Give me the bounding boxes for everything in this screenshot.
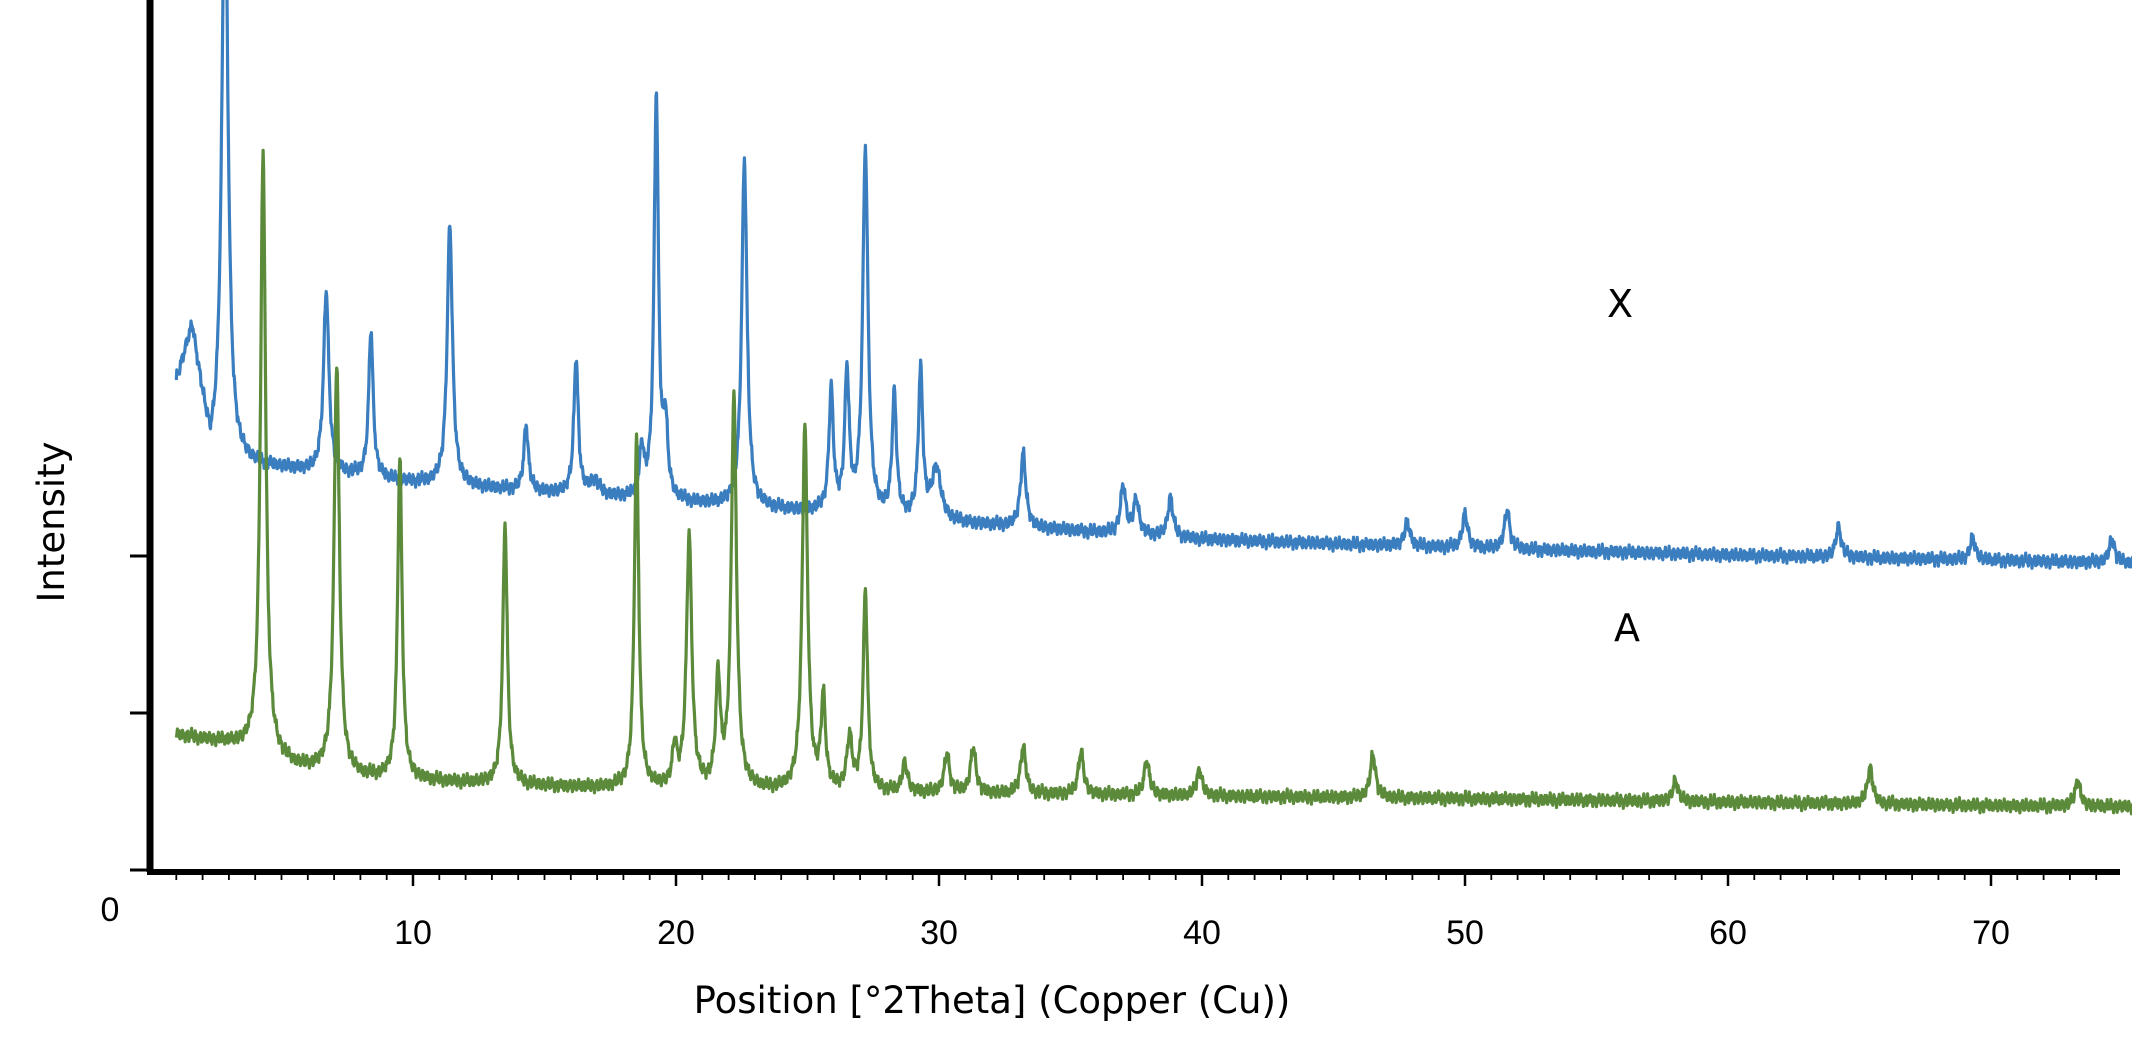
x-tick-label: 20 [657,914,695,952]
x-tick-label: 40 [1183,914,1221,952]
x-tick-label: 60 [1709,914,1747,952]
series-label-x: X [1607,282,1633,326]
y-axis-title: Intensity [30,441,73,602]
series-line-a [174,148,2132,816]
x-axis-title: Position [°2Theta] (Copper (Cu)) [694,979,1291,1022]
x-tick-label: 50 [1446,914,1484,952]
series-line-x [174,0,2132,570]
x-tick-label: 0 [101,891,120,929]
series-layer [174,0,2132,816]
axes [130,0,2120,875]
x-tick-label: 10 [394,914,432,952]
x-ticks: 0 10 20 30 40 50 60 70 [101,872,2098,952]
x-tick-label: 30 [920,914,958,952]
x-tick-label: 70 [1972,914,2010,952]
labels: Intensity Position [°2Theta] (Copper (Cu… [30,282,1640,1022]
series-label-a: A [1614,606,1640,650]
